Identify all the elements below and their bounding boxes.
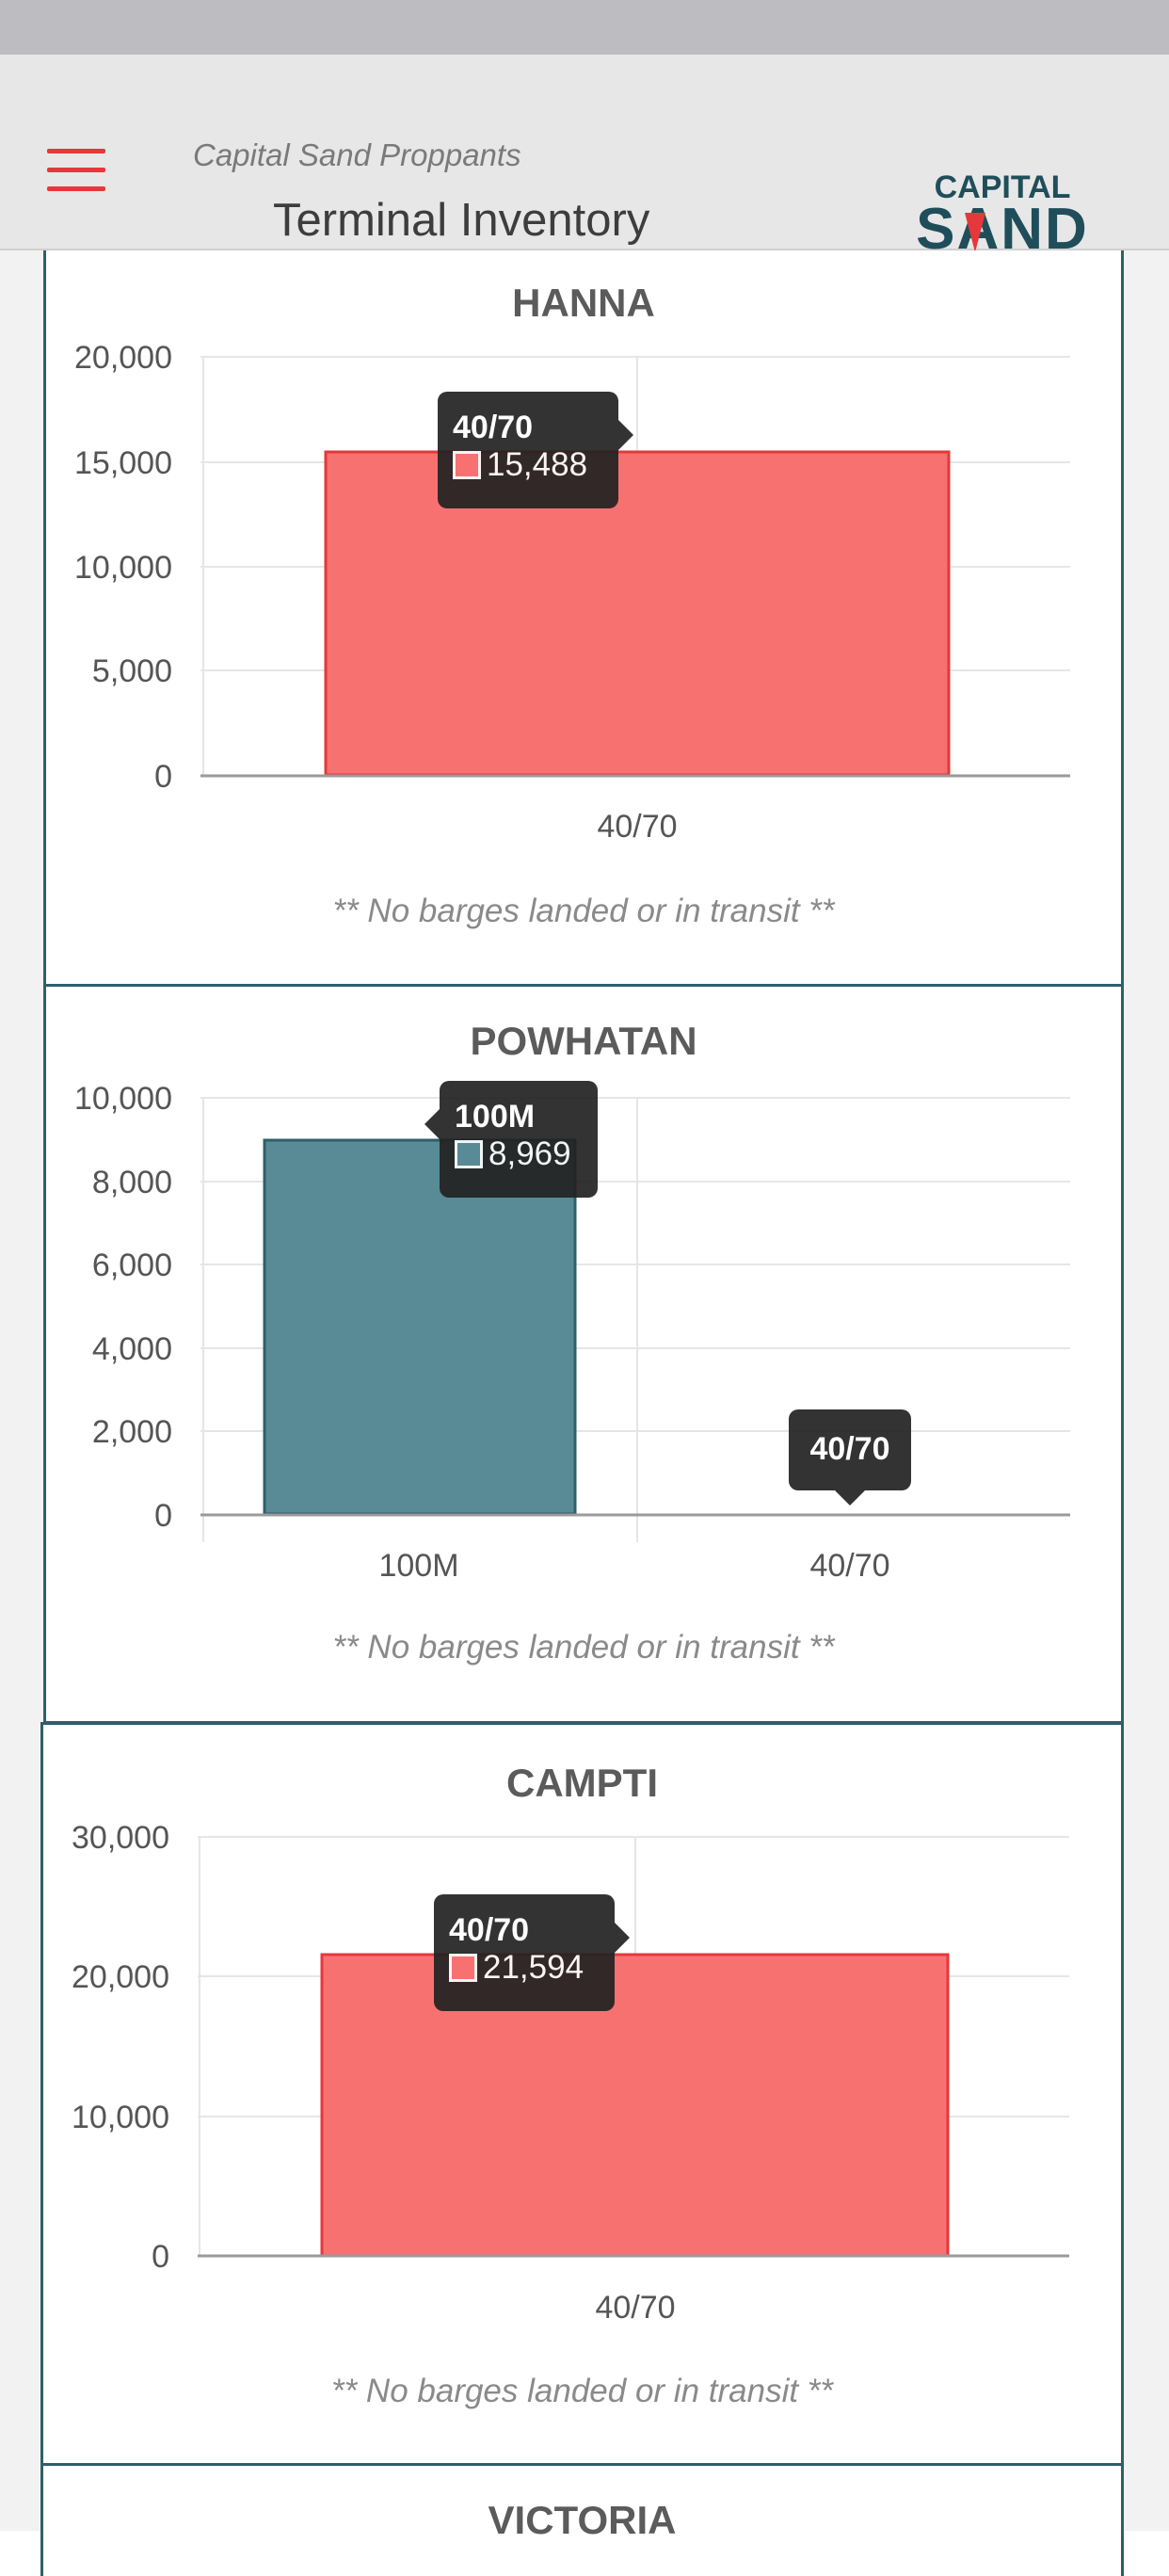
y-tick: 0 (152, 2239, 169, 2275)
svg-text:CAPITAL: CAPITAL (935, 169, 1071, 205)
terminal-name: CAMPTI (506, 1761, 658, 1805)
tooltip: 100M 8,969 (424, 1081, 598, 1198)
tooltip-label: 40/70 (453, 410, 534, 445)
tooltip-label: 40/70 (809, 1431, 890, 1467)
y-tick: 15,000 (74, 445, 172, 481)
inventory-chart-hanna: 20,000 15,000 10,000 5,000 0 40/70 (74, 340, 1070, 845)
terminal-card-powhatan: POWHATAN 10,000 8,000 6,000 4,000 2,000 … (43, 984, 1124, 1724)
terminal-card-campti: CAMPTI 30,000 20,000 10,000 0 40/70 40/7… (40, 1722, 1124, 2466)
y-tick: 10,000 (74, 550, 172, 586)
series-swatch (455, 1140, 483, 1168)
terminal-card-victoria: VICTORIA (40, 2463, 1124, 2576)
inventory-chart-powhatan: 10,000 8,000 6,000 4,000 2,000 0 100M 40… (74, 1081, 1070, 1584)
y-tick: 10,000 (72, 2100, 169, 2135)
y-tick: 30,000 (72, 1820, 169, 1856)
y-tick: 20,000 (74, 340, 172, 376)
barges-note: ** No barges landed or in transit ** (332, 893, 835, 929)
inventory-chart-campti: 30,000 20,000 10,000 0 40/70 (72, 1820, 1069, 2326)
tooltip-label: 40/70 (449, 1912, 530, 1948)
tooltip: 40/70 15,488 (438, 392, 633, 508)
app-subtitle: Capital Sand Proppants (193, 137, 521, 172)
y-tick: 0 (154, 1498, 172, 1534)
y-tick: 4,000 (92, 1331, 172, 1367)
capital-sand-logo: CAPITAL SAND (916, 169, 1089, 260)
x-tick: 40/70 (595, 2290, 675, 2326)
terminal-name: POWHATAN (470, 1019, 697, 1063)
x-tick: 40/70 (809, 1548, 889, 1584)
y-tick: 6,000 (92, 1248, 172, 1283)
tooltip: 40/70 21,594 (434, 1894, 630, 2011)
y-tick: 0 (154, 759, 172, 795)
y-tick: 20,000 (72, 1959, 169, 1995)
tooltip-value: 8,969 (488, 1135, 571, 1172)
terminal-card-hanna: HANNA 20,000 15,000 10,000 5,000 0 40/70… (43, 250, 1124, 987)
app-header: Capital Sand Proppants Terminal Inventor… (0, 55, 1169, 260)
hamburger-menu-icon[interactable] (43, 149, 111, 205)
tooltip-value: 21,594 (483, 1949, 584, 1986)
tooltip-value: 15,488 (487, 446, 588, 483)
page-margin-right (1124, 250, 1169, 2531)
y-tick: 10,000 (74, 1081, 172, 1117)
status-bar (0, 0, 1169, 55)
terminal-name: VICTORIA (488, 2498, 677, 2542)
tooltip-label: 100M (455, 1099, 536, 1135)
svg-text:SAND: SAND (916, 197, 1089, 260)
y-tick: 5,000 (92, 653, 172, 689)
page-title: Terminal Inventory (273, 195, 650, 246)
tooltip: 40/70 (789, 1409, 911, 1505)
y-tick: 2,000 (92, 1414, 172, 1450)
bar-40-70[interactable] (320, 1953, 950, 2258)
series-swatch (449, 1954, 477, 1982)
x-tick: 100M (378, 1548, 458, 1584)
series-swatch (453, 451, 481, 479)
x-tick: 40/70 (597, 809, 677, 845)
terminal-name: HANNA (512, 281, 655, 325)
page-margin-left (0, 250, 43, 2531)
barges-note: ** No barges landed or in transit ** (332, 1629, 835, 1666)
barges-note: ** No barges landed or in transit ** (330, 2373, 834, 2409)
bar-40-70[interactable] (324, 450, 951, 777)
bar-100m[interactable] (263, 1138, 577, 1516)
y-tick: 8,000 (92, 1165, 172, 1200)
